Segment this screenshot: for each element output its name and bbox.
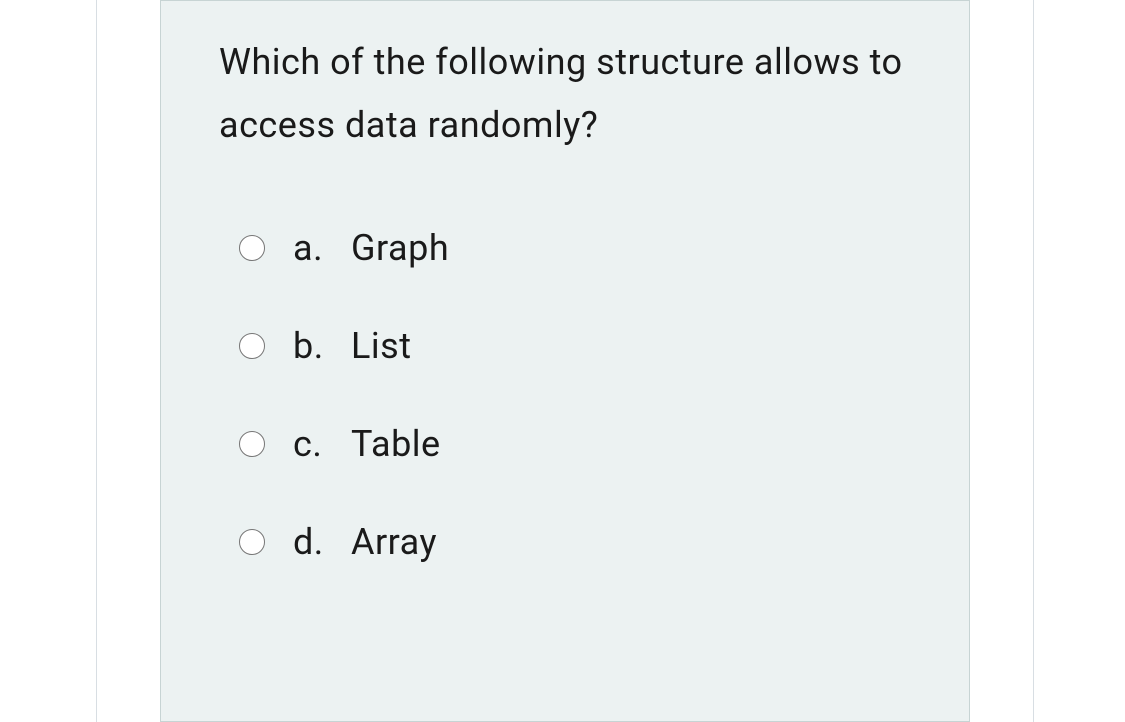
- option-label: Array: [351, 521, 437, 563]
- radio-option-a[interactable]: [239, 235, 265, 261]
- option-row-b[interactable]: b. List: [239, 325, 911, 367]
- option-letter: a.: [293, 227, 351, 269]
- outer-container: Which of the following structure allows …: [96, 0, 1034, 722]
- options-list: a. Graph b. List c. Table d. Array: [219, 227, 911, 563]
- option-letter: d.: [293, 521, 351, 563]
- option-row-d[interactable]: d. Array: [239, 521, 911, 563]
- option-label: List: [351, 325, 412, 367]
- option-label: Graph: [351, 227, 449, 269]
- radio-option-d[interactable]: [239, 529, 265, 555]
- radio-option-b[interactable]: [239, 333, 265, 359]
- option-row-a[interactable]: a. Graph: [239, 227, 911, 269]
- option-label: Table: [351, 423, 441, 465]
- option-letter: b.: [293, 325, 351, 367]
- question-text: Which of the following structure allows …: [219, 31, 911, 157]
- question-card: Which of the following structure allows …: [160, 0, 970, 722]
- option-letter: c.: [293, 423, 351, 465]
- radio-option-c[interactable]: [239, 431, 265, 457]
- option-row-c[interactable]: c. Table: [239, 423, 911, 465]
